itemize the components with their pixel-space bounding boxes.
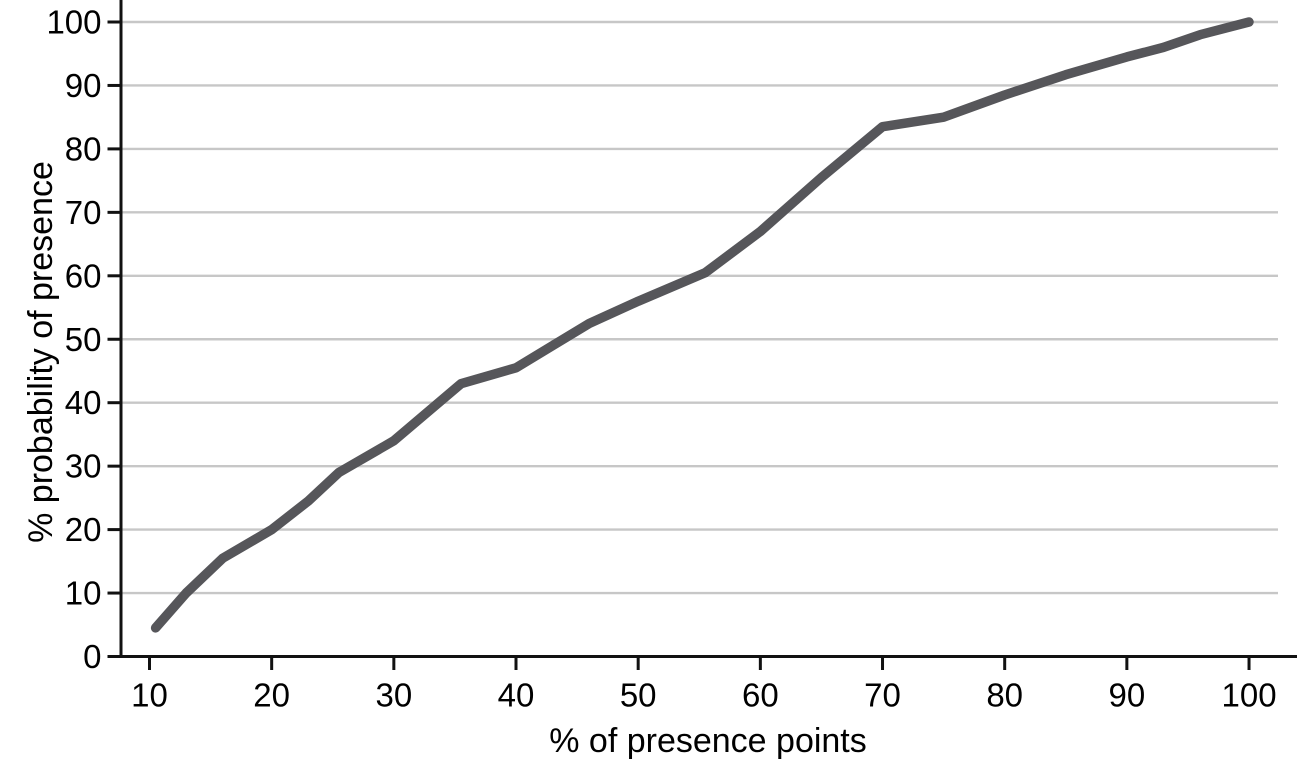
presence-probability-curve [150,17,1254,633]
y-tick-label-20: 20 [65,511,102,548]
y-tick-label-0: 0 [83,638,101,675]
x-axis-title: % of presence points [549,722,867,760]
x-tick-label-80: 80 [986,677,1023,714]
y-tick-label-70: 70 [65,194,102,231]
x-tick-label-70: 70 [864,677,901,714]
y-tick-label-60: 60 [65,257,102,294]
x-tick-label-60: 60 [742,677,779,714]
x-tick-label-100: 100 [1221,677,1276,714]
y-tick-label-10: 10 [65,575,102,612]
y-tick-label-100: 100 [46,4,101,41]
y-axis-title: % probability of presence [22,161,60,543]
y-tick-label-40: 40 [65,384,102,421]
y-tick-label-90: 90 [65,67,102,104]
y-tick-label-50: 50 [65,321,102,358]
x-tick-label-30: 30 [375,677,412,714]
x-tick-label-50: 50 [620,677,657,714]
x-tick-label-20: 20 [253,677,290,714]
x-tick-label-10: 10 [131,677,168,714]
y-tick-label-80: 80 [65,130,102,167]
y-tick-label-30: 30 [65,448,102,485]
x-tick-label-40: 40 [498,677,535,714]
x-tick-label-90: 90 [1109,677,1146,714]
